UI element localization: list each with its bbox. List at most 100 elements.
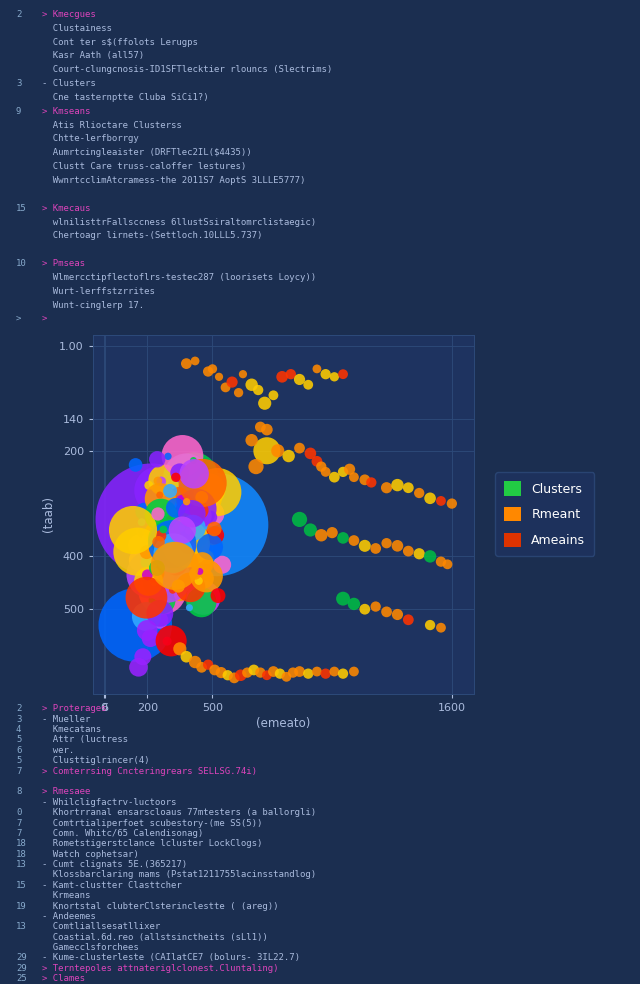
Point	[214, 369, 224, 385]
Point	[189, 466, 199, 482]
Point	[175, 550, 185, 566]
Text: Attr (luctress: Attr (luctress	[42, 735, 127, 745]
Point	[447, 496, 457, 512]
Point	[176, 503, 186, 519]
Point	[196, 489, 207, 505]
Point	[158, 534, 168, 550]
Point	[202, 549, 212, 565]
Point	[171, 524, 181, 540]
Point	[173, 532, 183, 548]
Point	[191, 501, 202, 517]
Point	[190, 566, 200, 582]
Point	[168, 545, 179, 561]
Point	[212, 517, 222, 532]
Text: - Kume-clusterleste (CAIlatCE7 (bolurs- 3IL22.7): - Kume-clusterleste (CAIlatCE7 (bolurs- …	[42, 953, 300, 962]
Point	[168, 583, 178, 598]
Text: Clusttiglrincer(4): Clusttiglrincer(4)	[42, 757, 149, 766]
Y-axis label: (taab): (taab)	[42, 496, 55, 532]
Point	[321, 366, 331, 382]
Point	[144, 477, 154, 493]
Point	[164, 507, 174, 523]
Point	[157, 511, 168, 526]
Point	[166, 488, 177, 504]
Point	[246, 377, 257, 393]
Point	[338, 666, 348, 682]
Point	[172, 522, 182, 537]
Text: > Rmesaee: > Rmesaee	[42, 787, 90, 796]
Point	[195, 492, 205, 508]
Point	[190, 525, 200, 541]
Text: wer.: wer.	[42, 746, 74, 755]
Point	[436, 493, 446, 509]
Point	[169, 508, 179, 523]
Point	[152, 452, 163, 467]
Text: 29: 29	[16, 953, 27, 962]
Legend: Clusters, Rmeant, Ameains: Clusters, Rmeant, Ameains	[495, 472, 594, 556]
Point	[155, 491, 165, 507]
Point	[294, 440, 305, 456]
Point	[198, 589, 209, 605]
Point	[242, 665, 252, 681]
Point	[202, 594, 212, 610]
Point	[173, 557, 183, 573]
Point	[184, 520, 194, 535]
Point	[139, 504, 149, 520]
Point	[150, 528, 161, 544]
Text: 2: 2	[16, 705, 21, 713]
Point	[349, 663, 359, 679]
Point	[177, 491, 187, 507]
Text: - Cumt clignats 5E.(365217): - Cumt clignats 5E.(365217)	[42, 860, 187, 869]
Point	[181, 648, 191, 664]
Point	[173, 579, 184, 594]
Point	[204, 482, 214, 498]
Point	[195, 564, 205, 580]
Point	[381, 604, 392, 620]
Point	[145, 494, 155, 510]
Point	[163, 449, 173, 464]
Point	[260, 396, 270, 411]
Point	[198, 475, 208, 491]
Text: Cont ter s$(ffolots Lerugps: Cont ter s$(ffolots Lerugps	[42, 37, 198, 46]
Point	[200, 508, 211, 523]
Text: Knortstal clubterClsterinclestte ( (areg)): Knortstal clubterClsterinclestte ( (areg…	[42, 901, 278, 910]
Point	[234, 385, 244, 400]
Point	[166, 559, 176, 575]
Point	[142, 567, 152, 583]
Text: 5: 5	[16, 757, 21, 766]
Text: > Proterages: > Proterages	[42, 705, 106, 713]
Point	[164, 573, 175, 588]
Point	[156, 572, 166, 587]
Point	[381, 480, 392, 496]
Point	[145, 567, 156, 583]
Point	[223, 667, 233, 683]
Point	[178, 521, 188, 536]
Point	[179, 521, 189, 536]
Point	[166, 516, 176, 531]
Text: - Mueller: - Mueller	[42, 714, 90, 723]
Text: 18: 18	[16, 849, 27, 859]
Point	[183, 539, 193, 555]
Text: Krmeans: Krmeans	[42, 892, 90, 900]
Point	[141, 609, 152, 625]
Point	[147, 512, 157, 527]
Point	[186, 550, 196, 566]
Point	[143, 529, 153, 545]
Point	[338, 366, 348, 382]
Text: 25: 25	[16, 974, 27, 983]
Point	[150, 514, 161, 529]
Point	[360, 601, 370, 617]
Point	[159, 523, 169, 538]
Point	[156, 528, 166, 544]
Point	[329, 369, 339, 385]
Point	[349, 469, 359, 485]
Point	[159, 529, 170, 545]
Point	[414, 485, 424, 501]
Point	[156, 507, 166, 523]
Point	[176, 585, 186, 601]
Point	[177, 521, 187, 536]
Point	[213, 587, 223, 603]
Point	[180, 508, 191, 523]
Text: >: >	[42, 315, 47, 324]
Point	[155, 605, 165, 621]
Point	[148, 555, 159, 571]
